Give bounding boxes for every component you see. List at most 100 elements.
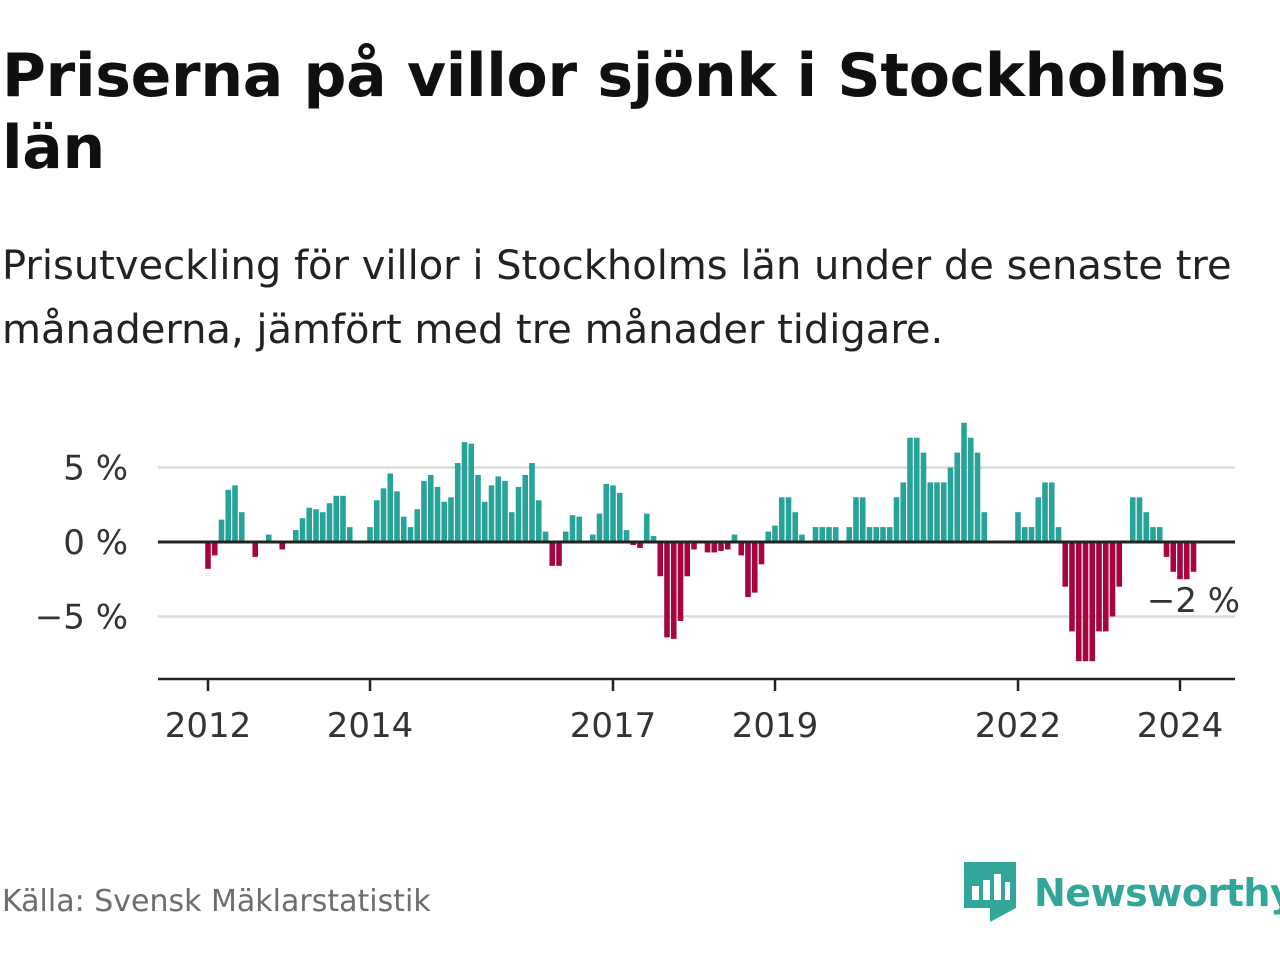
bar xyxy=(454,463,461,542)
bar xyxy=(421,480,427,542)
bar xyxy=(542,531,549,542)
brand-logo[interactable]: Newsworthy xyxy=(964,862,1280,924)
bar xyxy=(407,527,414,542)
bar xyxy=(961,422,967,542)
x-tick-label: 2012 xyxy=(165,706,252,746)
bar xyxy=(920,452,927,542)
bar xyxy=(475,474,481,542)
bar xyxy=(549,542,556,566)
bar xyxy=(1042,482,1048,542)
bar xyxy=(1082,542,1089,662)
bar xyxy=(900,482,907,542)
bar xyxy=(934,482,940,542)
bar xyxy=(340,495,346,542)
newsworthy-logo-icon xyxy=(964,862,1016,922)
bar xyxy=(880,527,886,542)
bar xyxy=(684,542,691,577)
bar xyxy=(238,512,245,542)
bar xyxy=(414,509,421,542)
bar xyxy=(1109,542,1116,617)
bar xyxy=(1021,527,1028,542)
bar xyxy=(1069,542,1075,632)
bar xyxy=(711,542,718,553)
bar xyxy=(758,542,765,565)
x-tick-label: 2024 xyxy=(1137,706,1224,746)
bar xyxy=(1163,542,1170,557)
bar xyxy=(279,542,286,550)
bar xyxy=(313,509,319,542)
bar xyxy=(589,534,596,542)
bar xyxy=(751,542,758,593)
bar xyxy=(670,542,677,639)
bar xyxy=(461,442,468,542)
brand-name: Newsworthy xyxy=(1034,871,1280,915)
bar xyxy=(1028,527,1035,542)
bar xyxy=(306,507,313,542)
bar xyxy=(394,491,400,542)
bar xyxy=(981,512,988,542)
bar xyxy=(859,497,866,542)
bar xyxy=(488,485,495,542)
bar xyxy=(1055,527,1062,542)
bar xyxy=(502,480,508,542)
bar xyxy=(886,527,893,542)
bar xyxy=(718,542,724,551)
bar xyxy=(596,513,603,542)
bar xyxy=(380,488,387,542)
bar xyxy=(299,518,306,542)
bar xyxy=(556,542,562,566)
bar xyxy=(610,485,616,542)
bar xyxy=(819,527,826,542)
bar xyxy=(1075,542,1082,662)
bar xyxy=(1136,497,1143,542)
y-tick-label: 0 % xyxy=(63,523,128,563)
bar xyxy=(927,482,934,542)
bar xyxy=(1102,542,1109,632)
bar xyxy=(947,467,954,542)
bar xyxy=(731,534,738,542)
bar xyxy=(515,486,522,542)
bar xyxy=(1096,542,1102,632)
bar xyxy=(326,503,333,542)
bar xyxy=(448,497,454,542)
bar xyxy=(481,501,488,542)
bar xyxy=(812,527,819,542)
bar xyxy=(1143,512,1150,542)
bar xyxy=(893,497,900,542)
bar xyxy=(1190,542,1197,572)
bar xyxy=(252,542,259,557)
bar xyxy=(1062,542,1069,587)
bar xyxy=(205,542,211,569)
source-note: Källa: Svensk Mäklarstatistik xyxy=(2,884,431,919)
bar xyxy=(772,525,778,542)
bar xyxy=(427,474,434,542)
bar xyxy=(218,519,225,542)
bar xyxy=(441,501,448,542)
bar xyxy=(373,500,380,542)
bar xyxy=(1170,542,1177,572)
bar xyxy=(1156,527,1163,542)
bar xyxy=(529,463,535,542)
bar xyxy=(846,527,853,542)
bar xyxy=(826,527,832,542)
bar xyxy=(1183,542,1190,580)
bar xyxy=(387,473,394,542)
bar xyxy=(907,437,913,542)
bar xyxy=(495,476,502,542)
bar xyxy=(623,530,630,542)
bar xyxy=(853,497,859,542)
bar xyxy=(400,516,407,542)
bar xyxy=(778,497,785,542)
bar xyxy=(650,536,657,542)
bar xyxy=(792,512,799,542)
bar xyxy=(333,495,340,542)
x-tick-label: 2017 xyxy=(570,706,657,746)
last-value-label: −2 % xyxy=(1147,581,1240,621)
bar xyxy=(691,542,697,550)
x-tick-label: 2014 xyxy=(327,706,414,746)
bar xyxy=(832,527,839,542)
x-tick-label: 2022 xyxy=(975,706,1062,746)
bar xyxy=(724,542,731,550)
bar-chart: 5 % 0 % −5 % 2012 2014 2017 2019 2022 2024 −2 % xyxy=(35,422,1243,746)
bar xyxy=(225,489,232,542)
